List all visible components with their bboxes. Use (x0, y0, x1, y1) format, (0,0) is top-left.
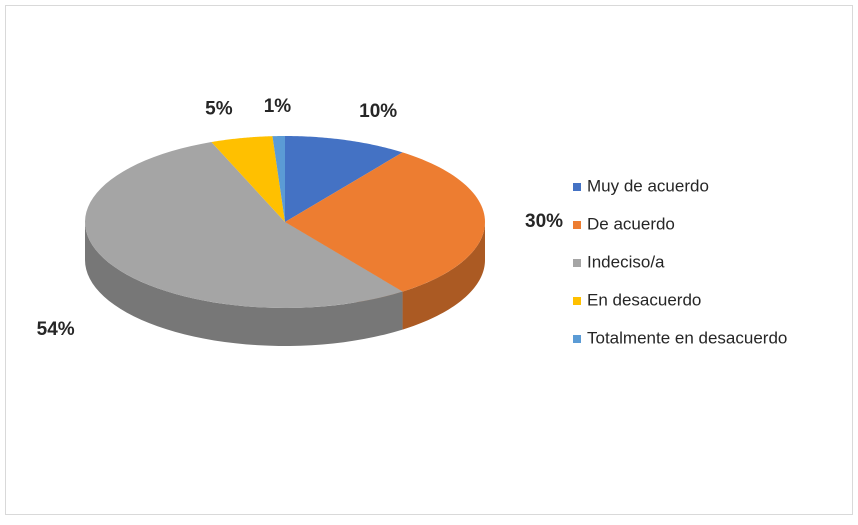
data-label: 5% (205, 99, 233, 120)
data-label: 1% (264, 96, 292, 117)
labels: 10% 30% 54% 5% 1% (37, 96, 563, 340)
legend-swatch (573, 183, 581, 191)
legend-label: Totalmente en desacuerdo (587, 328, 787, 347)
slice-side (85, 222, 403, 346)
slice (285, 136, 403, 222)
slice (211, 136, 285, 222)
pie-tops (85, 136, 485, 308)
legend: Muy de acuerdo De acuerdo Indeciso/a En des… (573, 176, 787, 347)
legend-swatch (573, 221, 581, 229)
legend-label: Indeciso/a (587, 252, 665, 271)
legend-swatch (573, 297, 581, 305)
legend-swatch (573, 259, 581, 267)
legend-label: En desacuerdo (587, 290, 701, 309)
data-label: 54% (37, 319, 75, 340)
slice (285, 152, 485, 292)
data-label: 30% (525, 211, 563, 232)
legend-swatch (573, 335, 581, 343)
slice-side (402, 222, 485, 330)
legend-label: De acuerdo (587, 214, 675, 233)
legend-label: Muy de acuerdo (587, 176, 709, 195)
slice (272, 136, 285, 222)
slice (85, 142, 403, 308)
data-label: 10% (359, 101, 397, 122)
